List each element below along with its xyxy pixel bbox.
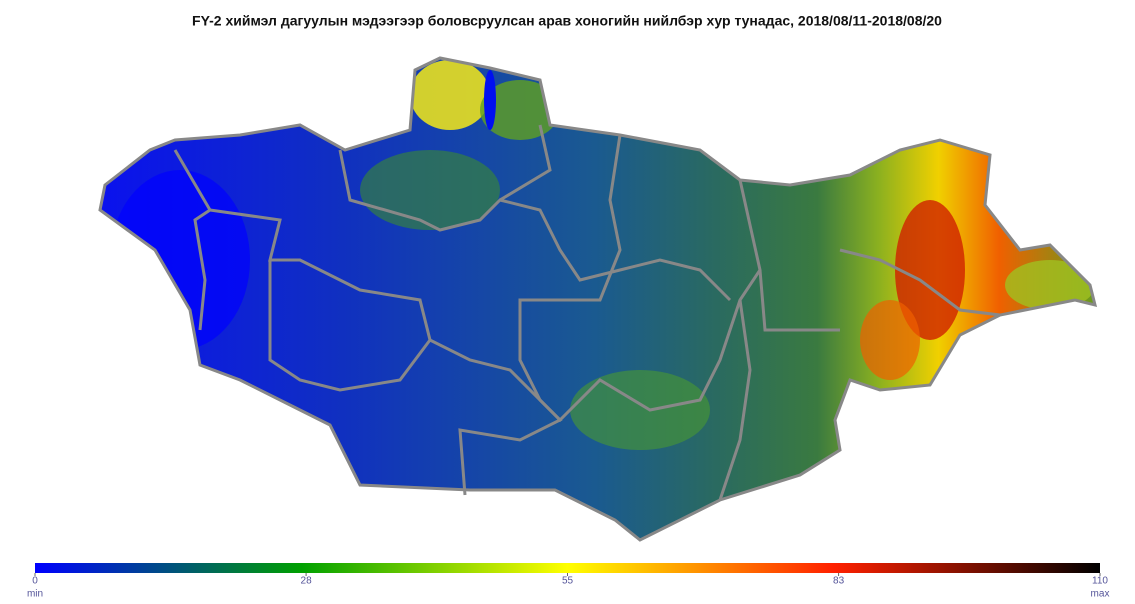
colorbar-tick-label: 28 [301, 576, 313, 587]
colorbar-min-label: min [27, 589, 43, 599]
colorbar-tick-label: 83 [833, 576, 845, 587]
map-title: FY-2 хиймэл дагуулын мэдээгээр боловсруу… [192, 13, 942, 29]
colorbar [35, 563, 1100, 573]
colorbar-max-label: max [1091, 589, 1110, 599]
colorbar-tick-label: 0 [32, 576, 38, 587]
colorbar-tick-label: 110 [1092, 576, 1108, 587]
admin-borders [98, 56, 1098, 542]
colorbar-tick-label: 55 [562, 576, 574, 587]
